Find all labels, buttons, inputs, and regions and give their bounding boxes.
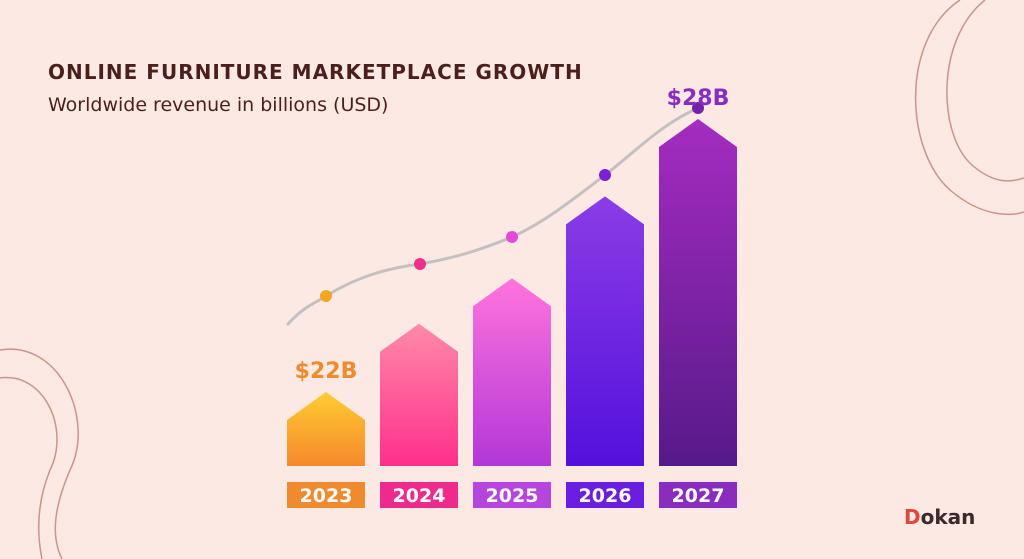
chart-title: ONLINE FURNITURE MARKETPLACE GROWTH xyxy=(48,60,583,84)
decor-loop-inner xyxy=(946,0,1024,182)
dokan-logo: Dokan xyxy=(904,505,975,529)
trend-dot-2027 xyxy=(692,102,704,114)
bar-2024 xyxy=(380,323,458,466)
year-label-box-2023 xyxy=(287,482,365,508)
year-label-2025: 2025 xyxy=(486,485,539,507)
year-label-box-2027 xyxy=(659,482,737,508)
bars xyxy=(287,119,737,466)
chart-subtitle: Worldwide revenue in billions (USD) xyxy=(48,94,389,116)
decor-loops-bottom-left xyxy=(0,348,79,559)
year-label-2023: 2023 xyxy=(300,485,353,507)
bar-2027 xyxy=(659,119,737,466)
bar-2025 xyxy=(473,278,551,466)
decor-loop-inner-left xyxy=(0,376,58,559)
trend-dot-2025 xyxy=(506,231,518,243)
value-label-2023: $22B xyxy=(295,359,358,384)
year-label-2026: 2026 xyxy=(579,485,632,507)
logo-initial: D xyxy=(904,505,921,529)
year-label-2024: 2024 xyxy=(393,485,446,507)
trend-dots xyxy=(320,102,704,302)
decor-loop-outer xyxy=(914,0,1024,215)
trend-dot-2024 xyxy=(414,258,426,270)
trend-dot-2026 xyxy=(599,169,611,181)
year-label-box-2026 xyxy=(566,482,644,508)
year-labels: 2023 2024 2025 2026 2027 xyxy=(287,482,737,508)
bar-2026 xyxy=(566,196,644,466)
value-labels: $22B $28B xyxy=(295,86,730,384)
trend-dot-2023 xyxy=(320,290,332,302)
decor-loops-top-right xyxy=(914,0,1024,215)
logo-text: okan xyxy=(920,505,976,529)
year-label-box-2025 xyxy=(473,482,551,508)
decor-loop-outer-left xyxy=(0,348,79,559)
value-label-2027: $28B xyxy=(667,86,730,111)
bar-2023 xyxy=(287,392,365,466)
year-label-box-2024 xyxy=(380,482,458,508)
year-label-2027: 2027 xyxy=(672,485,725,507)
